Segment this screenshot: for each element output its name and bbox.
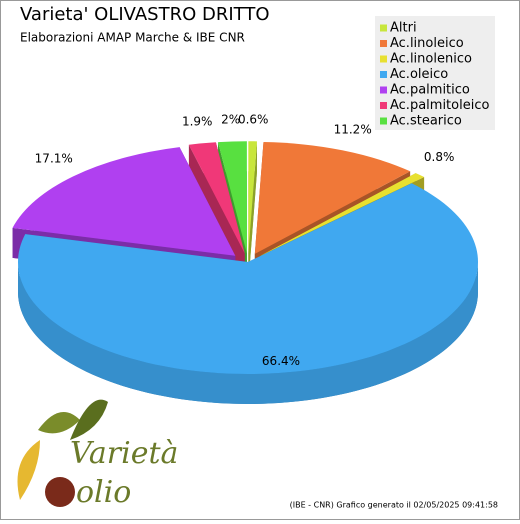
slice (12, 147, 236, 256)
footer: (IBE - CNR) Grafico generato il 02/05/20… (290, 501, 498, 510)
logo-word: Varietà (70, 436, 178, 471)
slice-side (18, 262, 478, 404)
data-label: 2% (221, 113, 240, 127)
logo-leaf (38, 412, 80, 434)
slice (260, 173, 425, 256)
logo-brand: olio (76, 475, 131, 510)
slice-wall (248, 141, 258, 284)
slice (18, 183, 479, 374)
legend-label: Ac.palmitico (390, 83, 470, 98)
data-label: 17.1% (35, 151, 73, 165)
legend-label: Ac.palmitoleico (390, 98, 489, 113)
legend-label: Altri (390, 21, 417, 36)
legend-label: Ac.linoleico (390, 36, 464, 51)
slice (188, 142, 245, 254)
data-label: 66.4% (262, 354, 300, 368)
legend-swatch (380, 86, 387, 94)
legend-box (375, 16, 495, 130)
data-label: 11.2% (334, 122, 372, 136)
legend-label: Ac.linolenico (390, 52, 472, 67)
logo-circle (45, 477, 75, 507)
legend-swatch (380, 24, 387, 32)
logo-leaf (70, 399, 108, 440)
legend-label: Ac.oleico (390, 67, 448, 82)
logo-shape (17, 440, 40, 500)
data-label: 0.6% (238, 112, 269, 126)
legend-swatch (380, 55, 387, 63)
legend-swatch (380, 102, 387, 109)
logo: Varietà olio (17, 399, 178, 510)
data-label: 0.8% (424, 150, 455, 164)
legend-swatch (380, 71, 387, 78)
legend-swatch (380, 40, 387, 47)
chart-title: Varieta' OLIVASTRO DRITTO (20, 4, 270, 25)
slice (254, 141, 411, 254)
slice (218, 141, 247, 254)
data-label: 1.9% (182, 115, 213, 129)
slice (248, 141, 258, 254)
chart-subtitle: Elaborazioni AMAP Marche & IBE CNR (20, 31, 245, 45)
legend-swatch (380, 117, 387, 125)
legend-label: Ac.stearico (390, 114, 462, 129)
